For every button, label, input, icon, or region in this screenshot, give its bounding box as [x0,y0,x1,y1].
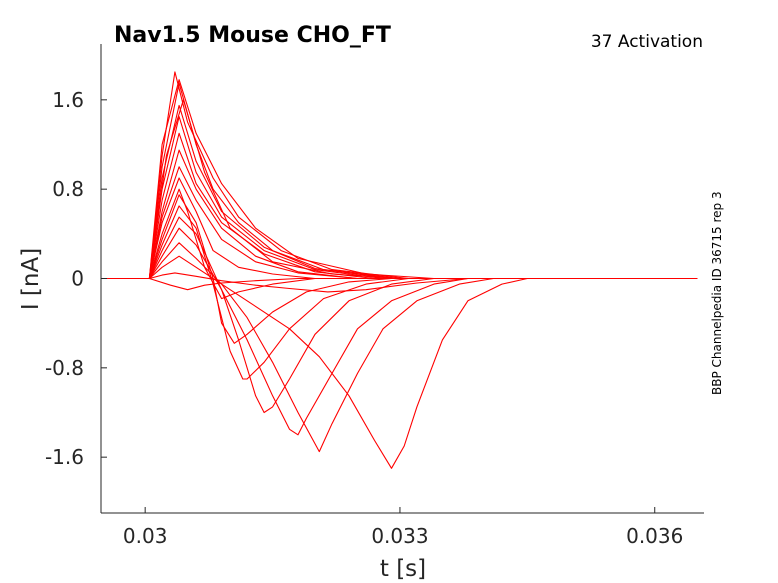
plot-area [102,71,698,469]
x-tick-label: 0.036 [626,524,683,548]
y-tick-label: 0.8 [52,177,84,201]
current-trace-9 [102,188,698,300]
chart-title: Nav1.5 Mouse CHO_FT [114,23,391,48]
current-trace-18 [102,71,698,280]
current-trace-3 [102,255,698,469]
x-axis-title: t [s] [380,556,426,582]
y-axis: 1.6 0.8 0 -0.8 -1.6 [45,44,107,513]
x-tick-label: 0.033 [371,524,428,548]
current-trace-19 [102,79,698,280]
x-axis: 0.03 0.033 0.036 [101,507,704,548]
current-trace-17 [102,82,698,280]
current-trace-1 [102,277,698,291]
y-tick-label: 0 [71,267,84,291]
current-trace-10 [102,177,698,280]
x-tick-label: 0.03 [123,524,168,548]
y-tick-label: 1.6 [52,88,84,112]
y-tick-label: -0.8 [45,356,84,380]
y-tick-label: -1.6 [45,445,84,469]
current-trace-7 [102,205,698,380]
current-trace-6 [102,216,698,414]
current-trace-16 [102,99,698,280]
y-axis-title: I [nA] [18,248,44,310]
current-trace-12 [102,149,698,280]
chart-subtitle: 37 Activation [591,32,703,52]
current-trace-13 [102,132,698,280]
current-trace-4 [102,242,698,453]
source-note: BBP Channelpedia ID 36715 rep 3 [710,191,724,395]
current-trace-8 [102,194,698,344]
current-trace-2 [102,272,698,293]
current-trace-5 [102,227,698,436]
